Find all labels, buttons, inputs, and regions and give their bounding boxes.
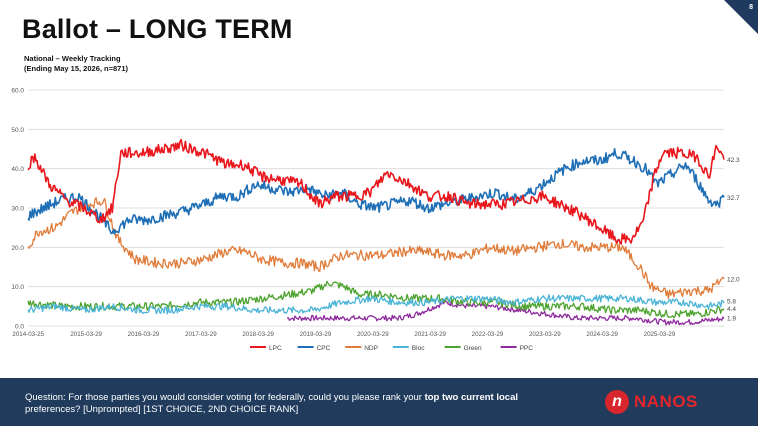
end-label-bloc: 5.8	[727, 298, 736, 305]
legend-label-lpc: LPC	[269, 345, 282, 352]
y-tick-label: 0.0	[15, 324, 24, 331]
legend-label-bloc: Bloc	[412, 345, 425, 352]
x-tick-label: 2014-03-25	[12, 331, 44, 338]
x-tick-label: 2015-03-29	[70, 331, 102, 338]
series-line-ppc	[286, 299, 725, 326]
series-line-bloc	[27, 294, 725, 315]
ballot-chart: 0.0 10.0 20.0 30.0 40.0 50.0 60.0 2014-03-25 201…	[2, 84, 748, 356]
corner-tab	[724, 0, 758, 34]
y-tick-label: 10.0	[11, 284, 24, 291]
nanos-logo-icon: n	[605, 390, 629, 414]
end-label-lpc: 42.3	[727, 157, 740, 164]
x-tick-label: 2021-03-29	[414, 331, 446, 338]
y-tick-label: 60.0	[11, 88, 24, 95]
page-title: Ballot – LONG TERM	[22, 14, 293, 44]
page-number: 8	[749, 4, 753, 11]
legend-label-cpc: CPC	[317, 345, 331, 352]
x-tick-label: 2022-03-29	[472, 331, 504, 338]
footer-bar: Question: For those parties you would co…	[0, 378, 758, 426]
end-label-green: 4.4	[727, 306, 736, 313]
series-line-green	[27, 280, 725, 319]
legend-label-green: Green	[464, 345, 482, 352]
x-tick-label: 2024-03-29	[586, 331, 618, 338]
y-tick-label: 40.0	[11, 166, 24, 173]
x-tick-label: 2025-03-29	[644, 331, 676, 338]
subtitle-line-1: National – Weekly Tracking	[24, 54, 121, 63]
x-tick-label: 2017-03-29	[185, 331, 217, 338]
legend-label-ndp: NDP	[364, 345, 378, 352]
nanos-logo-text: NANOS	[634, 392, 698, 411]
x-tick-label: 2023-03-29	[529, 331, 561, 338]
y-tick-label: 20.0	[11, 245, 24, 252]
legend-label-ppc: PPC	[520, 345, 534, 352]
x-tick-label: 2019-03-29	[300, 331, 332, 338]
series-line-ndp	[27, 197, 725, 300]
end-label-cpc: 32.7	[727, 195, 740, 202]
question-emphasis: top two current local	[424, 392, 519, 403]
question-text: Question: For those parties you would co…	[25, 392, 425, 403]
x-tick-label: 2016-03-29	[128, 331, 160, 338]
question-text-rest: preferences? [Unprompted] [1ST CHOICE, 2…	[25, 404, 299, 415]
page-subtitle: National – Weekly Tracking (Ending May 1…	[24, 54, 128, 74]
end-label-ppc: 1.9	[727, 316, 736, 323]
y-tick-label: 30.0	[11, 206, 24, 213]
nanos-logo: n NANOS	[605, 389, 698, 415]
series-line-cpc	[27, 148, 725, 235]
y-tick-label: 50.0	[11, 127, 24, 134]
x-tick-label: 2018-03-29	[242, 331, 274, 338]
survey-question: Question: For those parties you would co…	[25, 392, 545, 416]
series-line-lpc	[27, 138, 725, 245]
x-tick-label: 2020-03-29	[357, 331, 389, 338]
end-label-ndp: 12.0	[727, 276, 740, 283]
subtitle-line-2: (Ending May 15, 2026, n=871)	[24, 64, 129, 73]
chart-svg: 0.0 10.0 20.0 30.0 40.0 50.0 60.0 2014-03-25 201…	[11, 88, 740, 353]
